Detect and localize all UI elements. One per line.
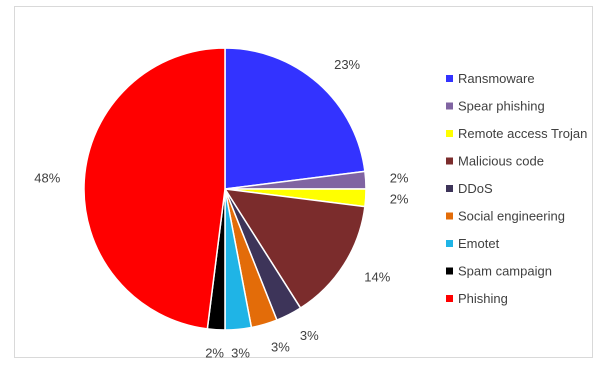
- legend-label: Ransmoware: [458, 71, 535, 86]
- legend-swatch: [446, 240, 453, 247]
- pie-percent-label: 3%: [231, 345, 250, 360]
- pie-percent-label: 3%: [271, 339, 290, 354]
- pie-slice-ransmoware: [224, 47, 366, 190]
- legend-label: Malicious code: [458, 154, 544, 169]
- pie-percent-label: 23%: [334, 57, 360, 72]
- legend-swatch: [446, 130, 453, 137]
- legend-swatch: [446, 295, 453, 302]
- legend-label: DDoS: [458, 181, 493, 196]
- pie-slices: [83, 47, 367, 331]
- legend-label: Emotet: [458, 236, 500, 251]
- legend-label: Social engineering: [458, 209, 565, 224]
- legend-swatch: [446, 102, 453, 110]
- legend-swatch: [446, 212, 453, 220]
- pie-percent-label: 2%: [205, 346, 224, 361]
- pie-slice-malicious-code: [223, 188, 366, 310]
- legend: Ransmoware Spear phishing Remote access Tr…: [446, 71, 587, 306]
- legend-swatch: [446, 157, 453, 165]
- legend-label: Spam campaign: [458, 264, 552, 279]
- legend-swatch: [446, 75, 453, 82]
- legend-label: Remote access Trojan: [458, 126, 587, 141]
- pie-percent-labels: 23% 2% 2% 14% 3% 3% 3% 2% 48%: [34, 57, 409, 361]
- pie-percent-label: 2%: [390, 191, 409, 206]
- pie-slice-phishing: [83, 47, 226, 330]
- pie-percent-label: 48%: [34, 171, 60, 186]
- legend-swatch: [446, 185, 453, 192]
- pie-percent-label: 3%: [300, 328, 319, 343]
- pie-percent-label: 14%: [364, 269, 390, 284]
- legend-swatch: [446, 267, 453, 275]
- legend-label: Spear phishing: [458, 99, 545, 114]
- legend-label: Phishing: [458, 291, 508, 306]
- pie-percent-label: 2%: [390, 171, 409, 186]
